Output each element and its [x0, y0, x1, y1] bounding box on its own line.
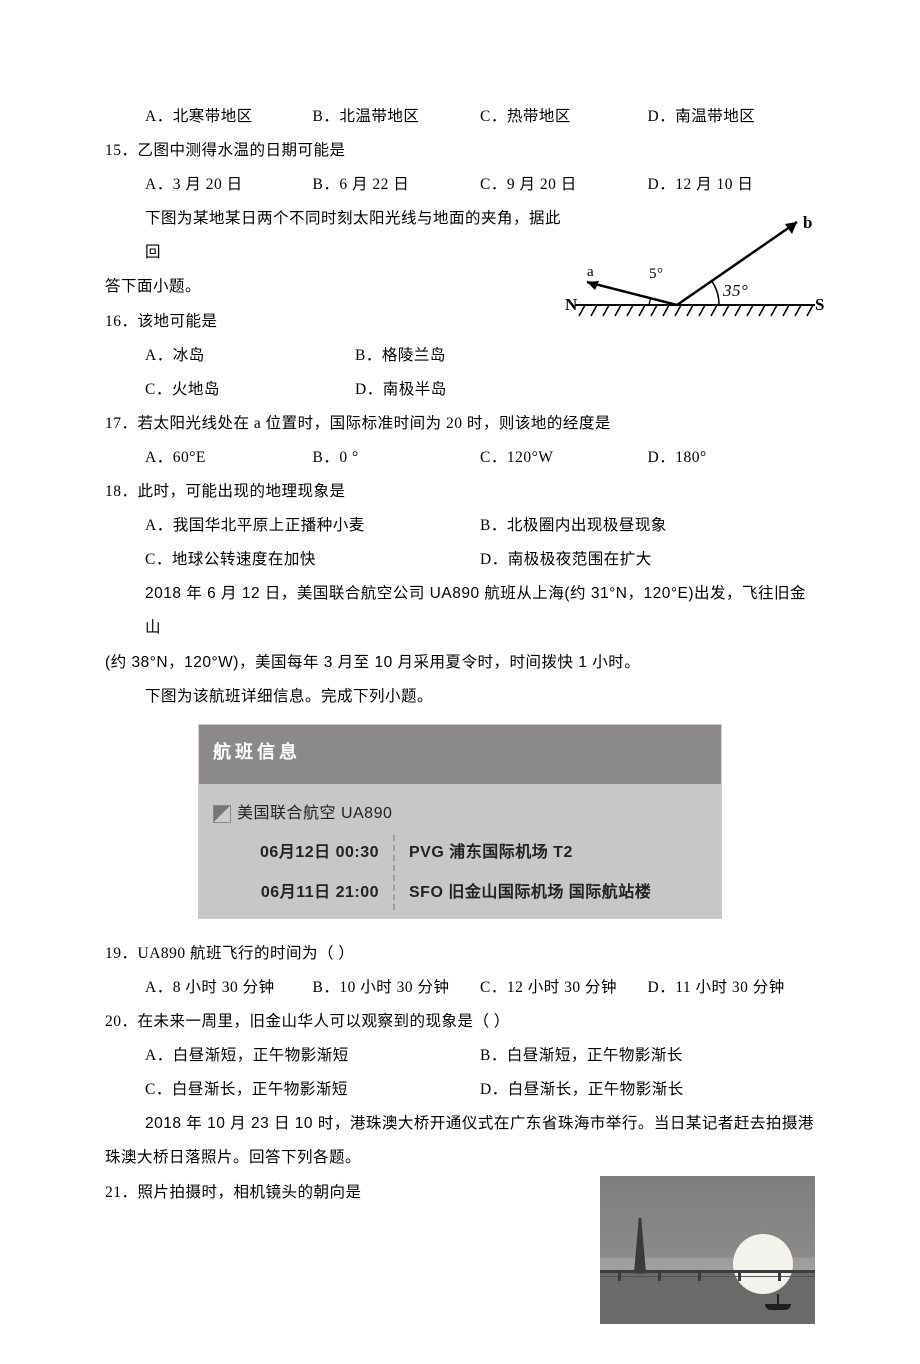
- flight-dep-time: 06月12日 00:30: [209, 835, 385, 870]
- q18-opt-b: B．北极圈内出现极昼现象: [480, 509, 815, 543]
- q14-opt-b: B．北温带地区: [313, 100, 481, 134]
- flight-dep-place: PVG 浦东国际机场 T2: [409, 835, 573, 870]
- q18-opt-c: C．地球公转速度在加快: [145, 543, 480, 577]
- angle-35-label: 35°: [722, 281, 748, 300]
- flight-airline-row: 美国联合航空 UA890: [199, 792, 721, 833]
- q15-opt-c: C．9 月 20 日: [480, 168, 648, 202]
- airline-icon: [213, 805, 231, 823]
- q19-options: A．8 小时 30 分钟 B．10 小时 30 分钟 C．12 小时 30 分钟…: [105, 971, 815, 1005]
- q20-opt-d: D．白昼渐长，正午物影渐长: [480, 1073, 815, 1107]
- flight-sep-icon: [393, 835, 401, 870]
- boat-icon: [765, 1304, 791, 1310]
- passage16-row: 下图为某地某日两个不同时刻太阳光线与地面的夹角，据此回 答下面小题。 16．该地…: [105, 202, 815, 372]
- q20-opt-a: A．白昼渐短，正午物影渐短: [145, 1039, 480, 1073]
- passage19-l3: 下图为该航班详细信息。完成下列小题。: [105, 680, 815, 714]
- q15-stem: 15．乙图中测得水温的日期可能是: [105, 134, 815, 168]
- flight-row-arr: 06月11日 21:00 SFO 旧金山国际机场 国际航站楼: [199, 873, 721, 912]
- q16-opt-d: D．南极半岛: [355, 373, 565, 407]
- q15-options: A．3 月 20 日 B．6 月 22 日 C．9 月 20 日 D．12 月 …: [105, 168, 815, 202]
- q17-opt-d: D．180°: [648, 441, 816, 475]
- q15-opt-d: D．12 月 10 日: [648, 168, 816, 202]
- q17-stem: 17．若太阳光线处在 a 位置时，国际标准时间为 20 时，则该地的经度是: [105, 407, 815, 441]
- q16-stem: 16．该地可能是: [105, 305, 565, 339]
- q18-stem: 18．此时，可能出现的地理现象是: [105, 475, 815, 509]
- sunset-sun-icon: [733, 1234, 793, 1294]
- flight-arr-time: 06月11日 21:00: [209, 875, 385, 910]
- flight-body: 美国联合航空 UA890 06月12日 00:30 PVG 浦东国际机场 T2 …: [199, 784, 721, 918]
- bridge-pier: [618, 1271, 621, 1281]
- q18-opt-d: D．南极极夜范围在扩大: [480, 543, 815, 577]
- passage21-l2: 珠澳大桥日落照片。回答下列各题。: [105, 1141, 815, 1175]
- q16-options-r1: A．冰岛 B．格陵兰岛: [105, 339, 565, 373]
- sunset-photo: [600, 1176, 815, 1324]
- bridge-pier: [698, 1271, 701, 1281]
- bridge-deck: [600, 1270, 815, 1273]
- q20-options-r2: C．白昼渐长，正午物影渐短 D．白昼渐长，正午物影渐长: [105, 1073, 815, 1107]
- q18-options-r2: C．地球公转速度在加快 D．南极极夜范围在扩大: [105, 543, 815, 577]
- q19-opt-d: D．11 小时 30 分钟: [648, 971, 816, 1005]
- passage19-l2: (约 38°N，120°W)，美国每年 3 月至 10 月采用夏令时，时间拨快 …: [105, 646, 815, 680]
- label-n: N: [565, 295, 578, 314]
- q16-options-r2: C．火地岛 D．南极半岛: [105, 373, 565, 407]
- q20-options-r1: A．白昼渐短，正午物影渐短 B．白昼渐短，正午物影渐长: [105, 1039, 815, 1073]
- q17-opt-b: B．0 °: [313, 441, 481, 475]
- boat-mast-icon: [777, 1294, 779, 1304]
- passage19-l1: 2018 年 6 月 12 日，美国联合航空公司 UA890 航班从上海(约 3…: [105, 577, 815, 645]
- q17-options: A．60°E B．0 ° C．120°W D．180°: [105, 441, 815, 475]
- q20-opt-b: B．白昼渐短，正午物影渐长: [480, 1039, 815, 1073]
- q14-options: A．北寒带地区 B．北温带地区 C．热带地区 D．南温带地区: [105, 100, 815, 134]
- q14-opt-d: D．南温带地区: [648, 100, 816, 134]
- q17-opt-c: C．120°W: [480, 441, 648, 475]
- q15-opt-b: B．6 月 22 日: [313, 168, 481, 202]
- q18-options-r1: A．我国华北平原上正播种小麦 B．北极圈内出现极昼现象: [105, 509, 815, 543]
- q16-opt-a: A．冰岛: [145, 339, 355, 373]
- q20-opt-c: C．白昼渐长，正午物影渐短: [145, 1073, 480, 1107]
- label-b: b: [803, 213, 813, 232]
- flight-title: 航班信息: [199, 725, 721, 785]
- flight-arr-place: SFO 旧金山国际机场 国际航站楼: [409, 875, 651, 910]
- label-s: S: [815, 295, 825, 314]
- q20-stem: 20．在未来一周里，旧金山华人可以观察到的现象是（ ）: [105, 1005, 815, 1039]
- bridge-deck-lower: [600, 1276, 815, 1277]
- passage21-l1: 2018 年 10 月 23 日 10 时，港珠澳大桥开通仪式在广东省珠海市举行…: [105, 1107, 815, 1141]
- passage16-l2: 答下面小题。: [105, 270, 565, 304]
- flight-row-dep: 06月12日 00:30 PVG 浦东国际机场 T2: [199, 833, 721, 872]
- passage16-l1: 下图为某地某日两个不同时刻太阳光线与地面的夹角，据此回: [105, 202, 565, 270]
- q18-opt-a: A．我国华北平原上正播种小麦: [145, 509, 480, 543]
- bridge-pier: [658, 1271, 661, 1281]
- q16-opt-c: C．火地岛: [145, 373, 355, 407]
- q16-opt-b: B．格陵兰岛: [355, 339, 565, 373]
- q14-opt-c: C．热带地区: [480, 100, 648, 134]
- bridge-pier: [738, 1271, 741, 1281]
- q19-opt-a: A．8 小时 30 分钟: [145, 971, 313, 1005]
- q19-opt-b: B．10 小时 30 分钟: [313, 971, 481, 1005]
- bridge-pier: [778, 1271, 781, 1281]
- flight-info-box: 航班信息 美国联合航空 UA890 06月12日 00:30 PVG 浦东国际机…: [198, 724, 722, 919]
- q14-opt-a: A．北寒带地区: [145, 100, 313, 134]
- exam-page: A．北寒带地区 B．北温带地区 C．热带地区 D．南温带地区 15．乙图中测得水…: [0, 0, 920, 1364]
- label-a: a: [587, 264, 594, 280]
- q19-stem: 19．UA890 航班飞行的时间为（ ）: [105, 937, 815, 971]
- angle-5-label: 5°: [649, 266, 664, 282]
- q17-opt-a: A．60°E: [145, 441, 313, 475]
- flight-airline: 美国联合航空 UA890: [237, 796, 392, 831]
- flight-sep-icon: [393, 875, 401, 910]
- q19-opt-c: C．12 小时 30 分钟: [480, 971, 648, 1005]
- sun-angle-figure: 5° 35° N S b a: [565, 210, 825, 330]
- q15-opt-a: A．3 月 20 日: [145, 168, 313, 202]
